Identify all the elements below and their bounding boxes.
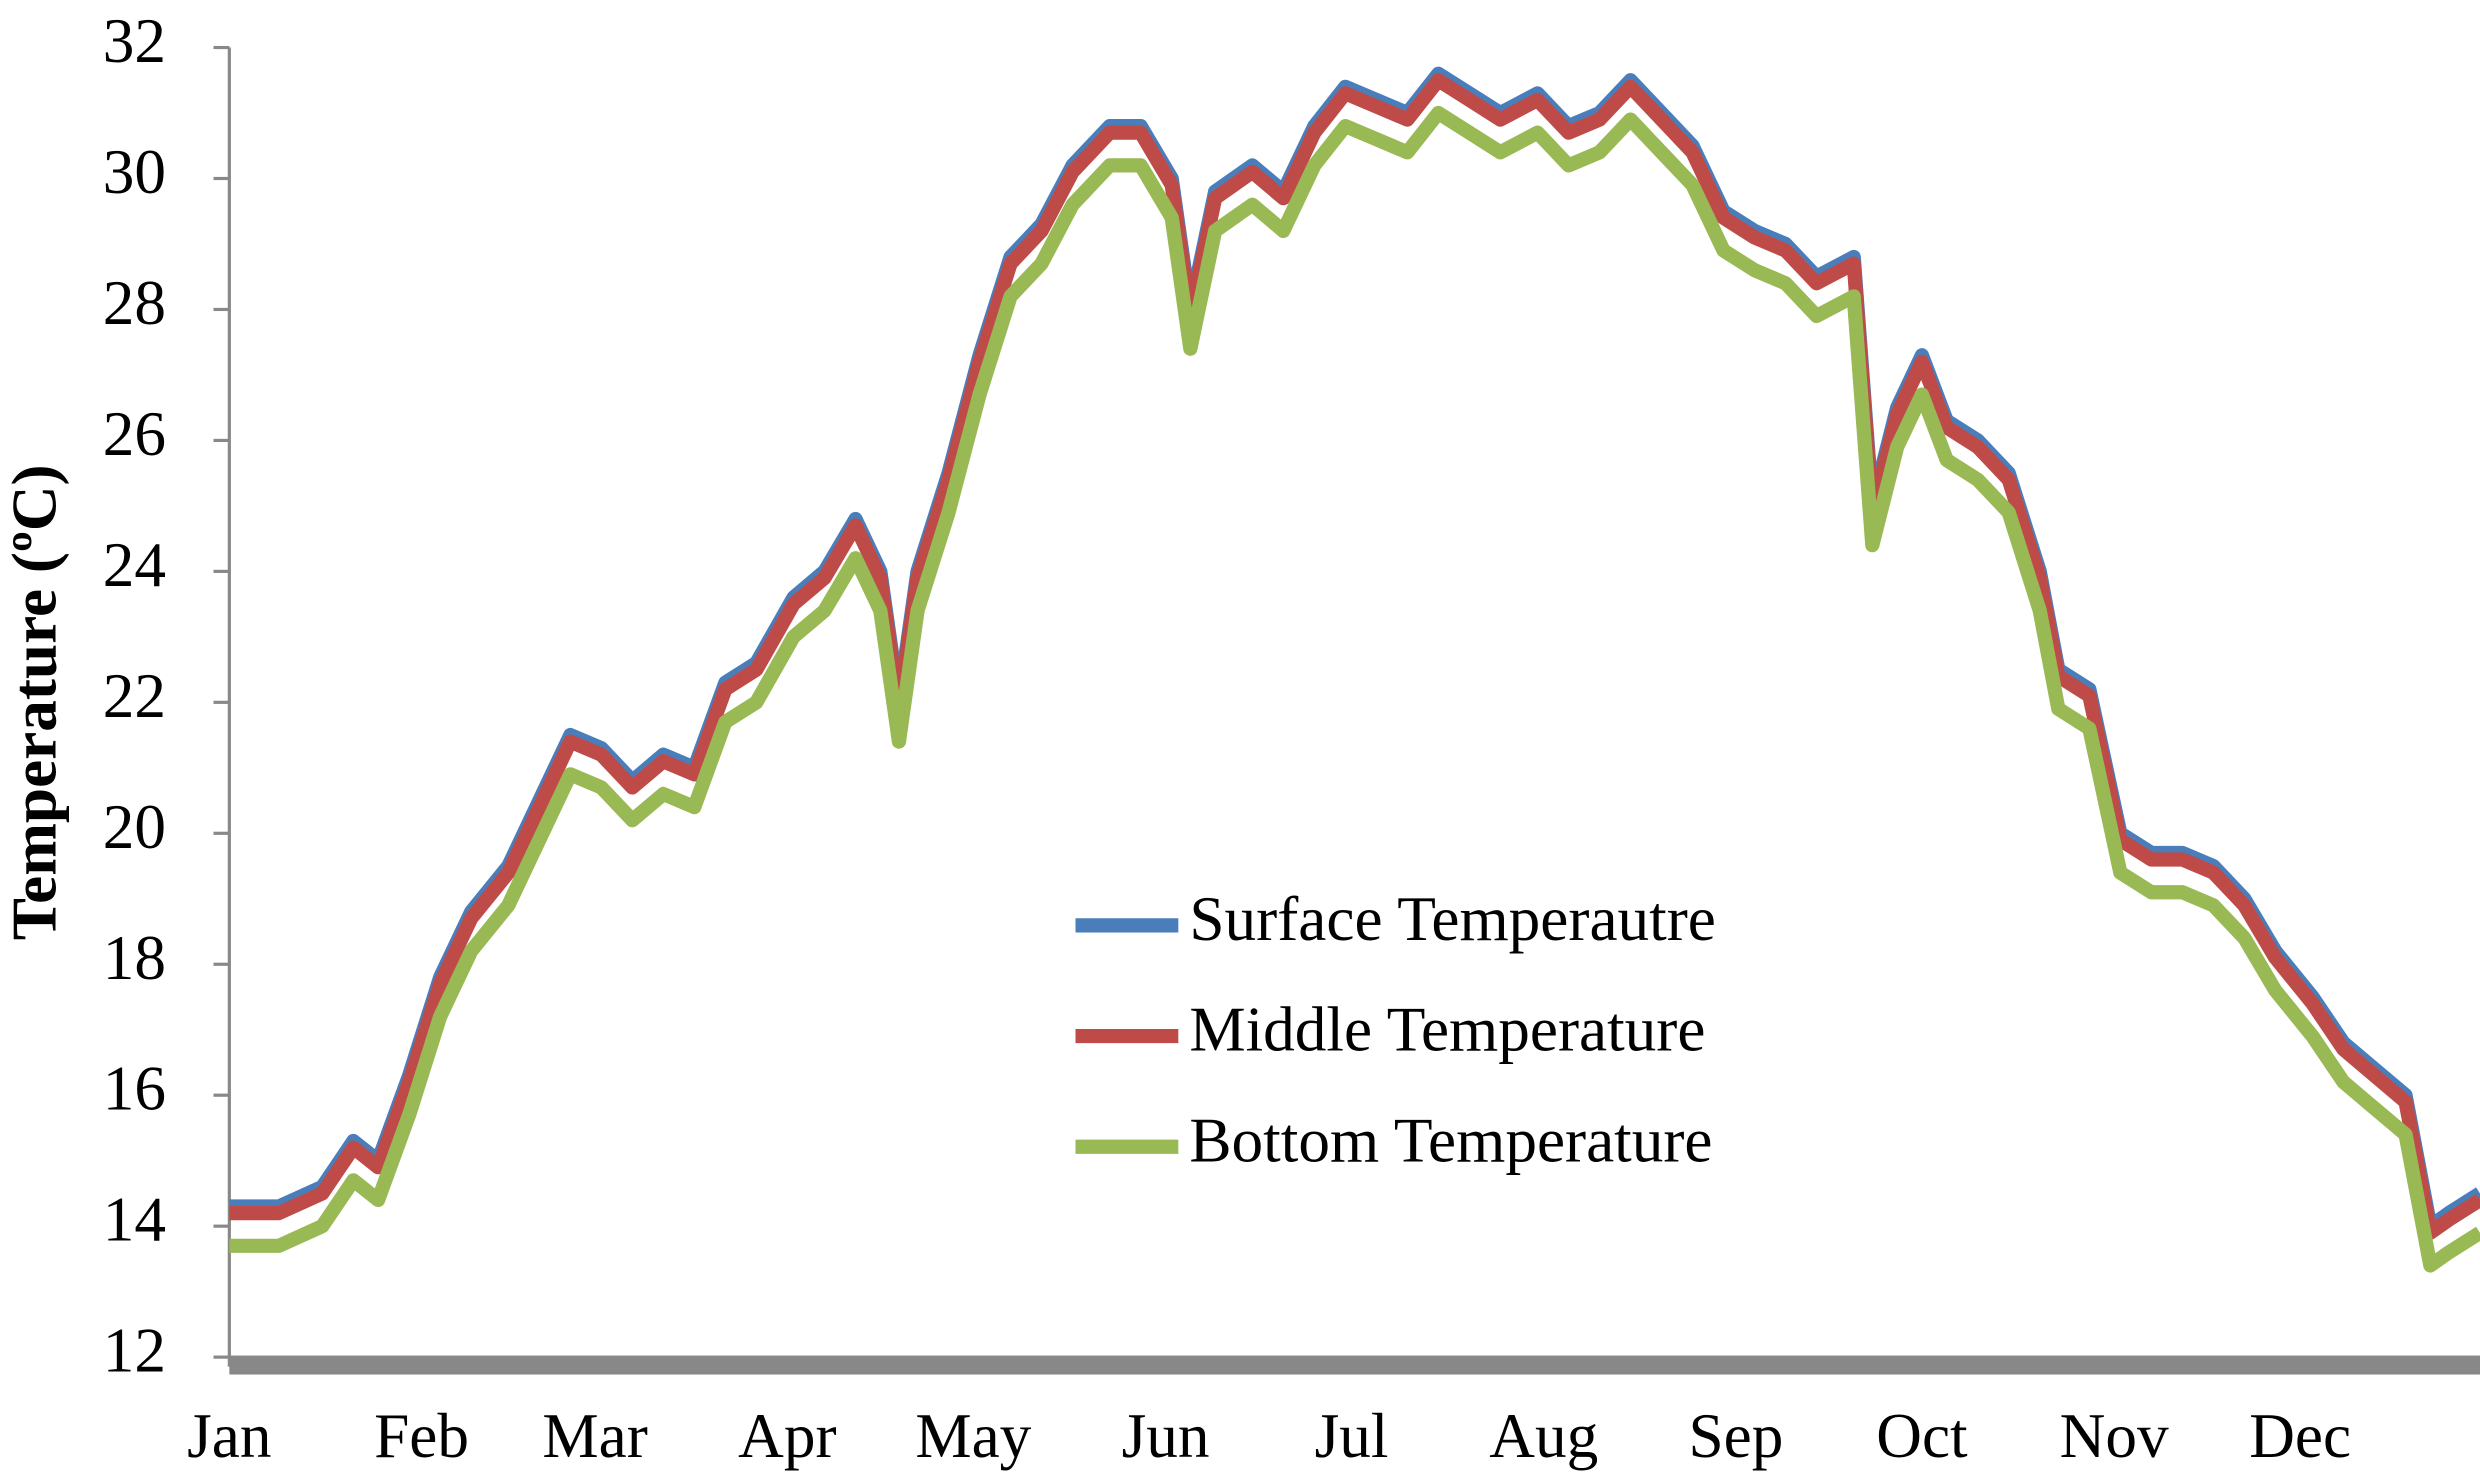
y-axis-label: Temperature (ºC)	[0, 464, 70, 940]
y-tick-label: 20	[103, 792, 166, 862]
x-tick-label: Mar	[542, 1401, 647, 1471]
x-tick-label: Jul	[1315, 1401, 1389, 1471]
x-tick-label: Apr	[738, 1401, 836, 1471]
y-tick-label: 26	[103, 399, 166, 469]
x-tick-label: Oct	[1876, 1401, 1968, 1471]
x-tick-label: Jan	[187, 1401, 271, 1471]
legend-label: Surface Temperautre	[1189, 884, 1715, 954]
y-tick-label: 12	[103, 1316, 166, 1386]
legend-label: Bottom Temperature	[1189, 1105, 1712, 1175]
y-tick-label: 24	[103, 530, 166, 600]
x-tick-label: May	[915, 1401, 1031, 1471]
y-tick-label: 30	[103, 137, 166, 207]
y-tick-label: 16	[103, 1054, 166, 1124]
x-axis	[229, 1355, 2480, 1375]
x-tick-label: Sep	[1688, 1401, 1783, 1471]
x-tick-label: Feb	[374, 1401, 469, 1471]
x-tick-label: Jun	[1122, 1401, 1210, 1471]
y-tick-label: 28	[103, 268, 166, 338]
x-tick-label: Aug	[1489, 1401, 1598, 1471]
series-line	[229, 105, 2480, 1273]
y-tick-label: 18	[103, 923, 166, 993]
y-tick-label: 32	[103, 6, 166, 76]
y-tick-label: 22	[103, 661, 166, 731]
x-tick-label: Nov	[2060, 1401, 2169, 1471]
legend-label: Middle Temperature	[1189, 995, 1705, 1065]
y-tick-label: 14	[103, 1185, 166, 1255]
x-tick-label: Dec	[2249, 1401, 2351, 1471]
